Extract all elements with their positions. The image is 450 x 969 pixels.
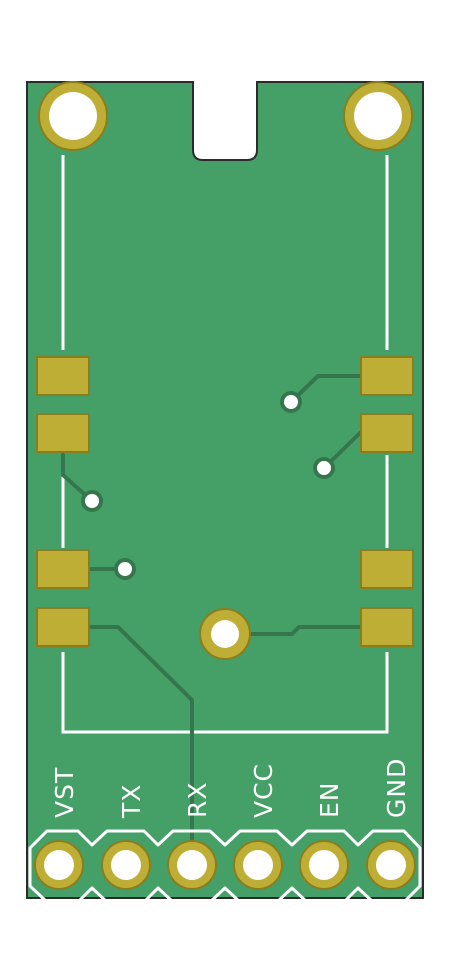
header-pins: [34, 840, 416, 890]
pad-right-1: [360, 356, 414, 396]
pin-label-vcc: VCC: [249, 763, 278, 818]
via-1: [81, 490, 103, 512]
header-pin-vcc: [233, 840, 283, 890]
pin-label-gnd: GND: [382, 758, 411, 818]
via-4: [313, 457, 335, 479]
pin-label-rx: RX: [183, 782, 212, 819]
right-mounting-hole: [343, 81, 413, 151]
pin-label-vst: VST: [50, 767, 79, 818]
copper-traces: [61, 374, 362, 864]
pad-left-4: [36, 607, 90, 647]
header-silkscreen: [28, 829, 422, 904]
pin-label-tx: TX: [117, 784, 146, 819]
vias: [81, 391, 335, 580]
trace-center: [223, 625, 362, 636]
header-pin-gnd: [366, 840, 416, 890]
board-outline: [26, 81, 424, 899]
smd-pads: [36, 356, 414, 647]
trace-via-3: [289, 374, 362, 404]
pin-label-en: EN: [315, 782, 344, 819]
header-pin-en: [299, 840, 349, 890]
header-pin-rx: [167, 840, 217, 890]
pad-right-4: [360, 607, 414, 647]
pad-right-2: [360, 413, 414, 453]
via-2: [114, 558, 136, 580]
pad-left-3: [36, 549, 90, 589]
left-mounting-hole: [38, 81, 108, 151]
via-3: [280, 391, 302, 413]
trace-rx: [88, 625, 194, 864]
pad-left-1: [36, 356, 90, 396]
header-pin-vst: [34, 840, 84, 890]
pin-labels: VST TX RX VCC EN GND: [50, 758, 411, 819]
header-pin-tx: [101, 840, 151, 890]
pad-left-2: [36, 413, 90, 453]
center-mounting-hole: [199, 608, 251, 660]
pad-right-3: [360, 549, 414, 589]
trace-via-1: [61, 453, 94, 503]
